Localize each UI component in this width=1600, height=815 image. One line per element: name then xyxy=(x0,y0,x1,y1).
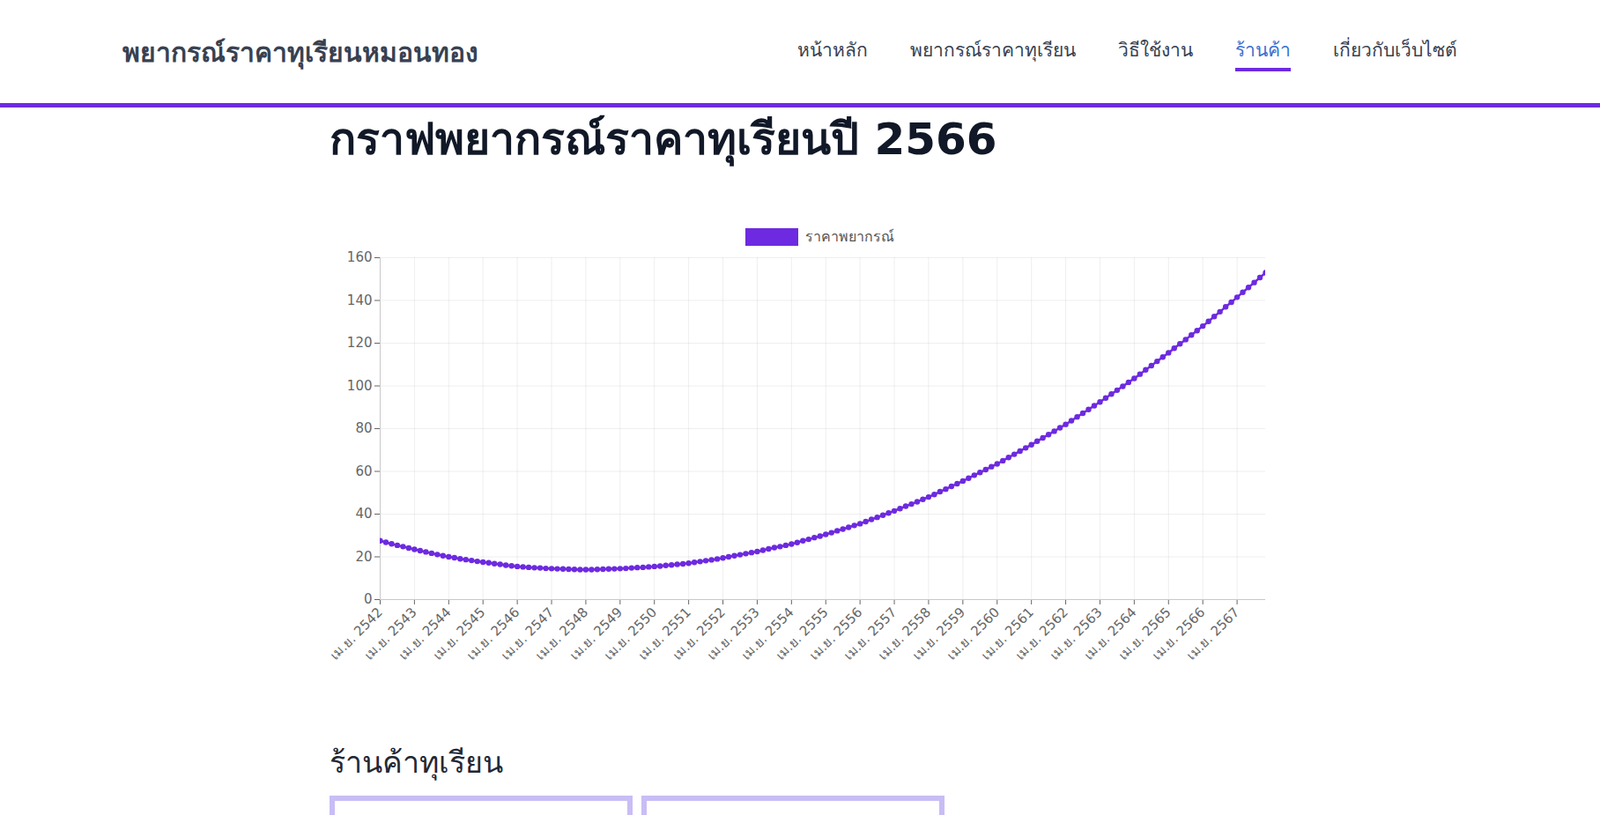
svg-text:40: 40 xyxy=(355,505,372,522)
svg-text:60: 60 xyxy=(355,463,372,480)
svg-text:เม.ย. 2563: เม.ย. 2563 xyxy=(1046,604,1106,664)
svg-text:เม.ย. 2545: เม.ย. 2545 xyxy=(429,604,489,664)
svg-text:0: 0 xyxy=(363,591,373,608)
svg-text:เม.ย. 2551: เม.ย. 2551 xyxy=(635,604,695,664)
html-text:พยากรณ์ราคาทุเรียนหมอนทอง: พยากรณ์ราคาทุเรียนหมอนทอง xyxy=(122,37,479,68)
svg-text:เม.ย. 2542: เม.ย. 2542 xyxy=(326,604,386,664)
svg-text:80: 80 xyxy=(355,420,372,437)
svg-text:20: 20 xyxy=(355,548,372,565)
svg-text:เม.ย. 2564: เม.ย. 2564 xyxy=(1080,604,1140,664)
svg-text:เม.ย. 2548: เม.ย. 2548 xyxy=(532,604,592,664)
html-text:ร้านค้า: ร้านค้า xyxy=(1235,39,1291,61)
svg-text:เม.ย. 2549: เม.ย. 2549 xyxy=(566,604,626,664)
svg-text:120: 120 xyxy=(347,334,373,351)
html-text:ร้านค้าทุเรียน: ร้านค้าทุเรียน xyxy=(329,744,504,780)
html-text:หน้าหลัก: หน้าหลัก xyxy=(797,39,868,61)
svg-text:160: 160 xyxy=(347,249,373,266)
html-text:กราฟพยากรณ์ราคาทุเรียนปี 2566: กราฟพยากรณ์ราคาทุเรียนปี 2566 xyxy=(329,113,998,165)
svg-text:เม.ย. 2561: เม.ย. 2561 xyxy=(978,604,1037,664)
svg-text:เม.ย. 2558: เม.ย. 2558 xyxy=(875,604,935,664)
svg-text:140: 140 xyxy=(347,292,373,309)
svg-text:เม.ย. 2547: เม.ย. 2547 xyxy=(498,604,558,664)
svg-text:เม.ย. 2567: เม.ย. 2567 xyxy=(1183,604,1243,664)
svg-text:เม.ย. 2553: เม.ย. 2553 xyxy=(703,604,763,664)
svg-text:เม.ย. 2552: เม.ย. 2552 xyxy=(669,604,729,664)
svg-text:เม.ย. 2543: เม.ย. 2543 xyxy=(361,604,420,664)
svg-text:เม.ย. 2566: เม.ย. 2566 xyxy=(1149,604,1209,664)
svg-text:เม.ย. 2557: เม.ย. 2557 xyxy=(840,604,900,664)
html-text:วิธีใช้งาน: วิธีใช้งาน xyxy=(1118,39,1193,61)
html-text:เกี่ยวกับเว็บไซต์: เกี่ยวกับเว็บไซต์ xyxy=(1333,39,1458,61)
svg-text:เม.ย. 2560: เม.ย. 2560 xyxy=(943,604,1003,664)
svg-text:เม.ย. 2565: เม.ย. 2565 xyxy=(1115,604,1175,664)
svg-text:เม.ย. 2544: เม.ย. 2544 xyxy=(395,604,455,664)
svg-text:เม.ย. 2559: เม.ย. 2559 xyxy=(909,604,969,664)
svg-text:เม.ย. 2556: เม.ย. 2556 xyxy=(806,604,866,664)
svg-text:100: 100 xyxy=(347,377,373,394)
svg-text:เม.ย. 2555: เม.ย. 2555 xyxy=(772,604,832,664)
svg-text:เม.ย. 2562: เม.ย. 2562 xyxy=(1012,604,1072,664)
svg-text:เม.ย. 2550: เม.ย. 2550 xyxy=(600,604,660,664)
svg-text:เม.ย. 2546: เม.ย. 2546 xyxy=(463,604,523,664)
svg-text:เม.ย. 2554: เม.ย. 2554 xyxy=(738,604,798,664)
html-text:พยากรณ์ราคาทุเรียน: พยากรณ์ราคาทุเรียน xyxy=(910,39,1076,61)
html-text:ราคาพยากรณ์: ราคาพยากรณ์ xyxy=(804,228,894,245)
